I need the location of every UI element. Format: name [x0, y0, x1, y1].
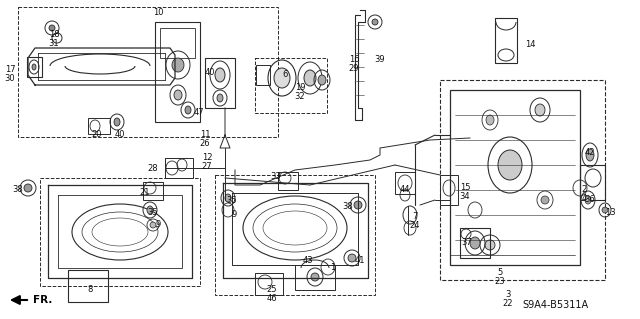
Ellipse shape — [150, 222, 156, 228]
Text: 3
22: 3 22 — [503, 290, 513, 308]
Ellipse shape — [172, 58, 184, 72]
Ellipse shape — [215, 68, 225, 82]
Text: 38: 38 — [342, 202, 353, 211]
Text: 6: 6 — [282, 70, 288, 79]
Bar — [450, 90, 580, 265]
Bar — [278, 172, 298, 190]
Bar — [27, 57, 42, 77]
Bar — [255, 273, 283, 295]
Text: 12
27: 12 27 — [202, 153, 212, 171]
Ellipse shape — [354, 201, 362, 209]
Text: 19
32: 19 32 — [294, 83, 305, 101]
Ellipse shape — [24, 184, 32, 192]
Text: 41: 41 — [355, 256, 365, 265]
Text: 8: 8 — [87, 285, 93, 294]
Ellipse shape — [535, 104, 545, 116]
Ellipse shape — [585, 196, 591, 204]
Text: 15
34: 15 34 — [460, 183, 470, 201]
Bar — [495, 18, 517, 63]
Ellipse shape — [470, 237, 480, 249]
Ellipse shape — [49, 25, 55, 31]
Text: 1: 1 — [330, 263, 335, 272]
Text: 11
26: 11 26 — [200, 130, 211, 148]
Bar — [160, 28, 195, 58]
Text: 35: 35 — [227, 196, 237, 205]
Ellipse shape — [318, 75, 326, 85]
Ellipse shape — [174, 90, 182, 100]
Ellipse shape — [586, 149, 594, 161]
Text: 14: 14 — [525, 40, 535, 49]
Text: 17
30: 17 30 — [4, 65, 15, 83]
Ellipse shape — [217, 94, 223, 102]
Ellipse shape — [498, 150, 522, 180]
Bar — [205, 58, 235, 108]
Ellipse shape — [311, 273, 319, 281]
Bar — [88, 118, 110, 134]
Ellipse shape — [32, 64, 36, 70]
Ellipse shape — [372, 19, 378, 25]
Text: 13: 13 — [605, 208, 615, 217]
Bar — [68, 270, 108, 302]
Text: 9: 9 — [232, 210, 237, 219]
Text: 7
24: 7 24 — [410, 212, 420, 230]
Text: 35: 35 — [148, 208, 158, 217]
Ellipse shape — [185, 106, 191, 114]
Text: 5
23: 5 23 — [495, 268, 506, 286]
Text: 38: 38 — [13, 185, 24, 194]
Text: 10: 10 — [153, 8, 163, 17]
Text: 36: 36 — [584, 195, 595, 204]
Ellipse shape — [225, 194, 231, 202]
Text: 39: 39 — [374, 55, 385, 64]
Ellipse shape — [348, 254, 356, 262]
Text: 25
46: 25 46 — [267, 285, 277, 303]
Bar — [255, 58, 327, 113]
Text: 16
29: 16 29 — [349, 55, 359, 73]
Text: 37: 37 — [461, 238, 472, 247]
Bar — [143, 182, 163, 200]
Bar — [256, 65, 270, 85]
Ellipse shape — [147, 206, 153, 214]
Bar — [155, 22, 200, 122]
Bar — [460, 228, 490, 258]
Bar — [395, 172, 415, 194]
Text: 40: 40 — [205, 68, 215, 77]
Text: 33: 33 — [271, 172, 282, 181]
Text: FR.: FR. — [33, 295, 52, 305]
Bar — [18, 7, 278, 137]
Bar — [580, 165, 605, 200]
Text: 28: 28 — [148, 164, 158, 173]
Ellipse shape — [541, 196, 549, 204]
Ellipse shape — [486, 115, 494, 125]
Text: 18
31: 18 31 — [49, 30, 60, 48]
Bar — [295, 265, 335, 290]
Text: 47: 47 — [194, 108, 204, 117]
Ellipse shape — [485, 240, 495, 250]
Text: 44: 44 — [400, 185, 410, 194]
Text: 43: 43 — [303, 256, 314, 265]
Bar — [440, 80, 605, 280]
Text: 9: 9 — [156, 220, 161, 229]
Ellipse shape — [274, 68, 290, 88]
Text: 21: 21 — [140, 188, 150, 197]
Bar — [440, 175, 458, 205]
Bar — [215, 175, 375, 295]
Text: 42: 42 — [585, 148, 595, 157]
Text: S9A4-B5311A: S9A4-B5311A — [522, 300, 588, 310]
Ellipse shape — [114, 118, 120, 126]
Bar — [165, 158, 193, 178]
Text: 2
4: 2 4 — [581, 185, 587, 203]
Text: 20: 20 — [92, 130, 102, 139]
Text: 40: 40 — [115, 130, 125, 139]
Ellipse shape — [602, 207, 608, 213]
Bar — [40, 178, 200, 286]
Ellipse shape — [304, 70, 316, 86]
